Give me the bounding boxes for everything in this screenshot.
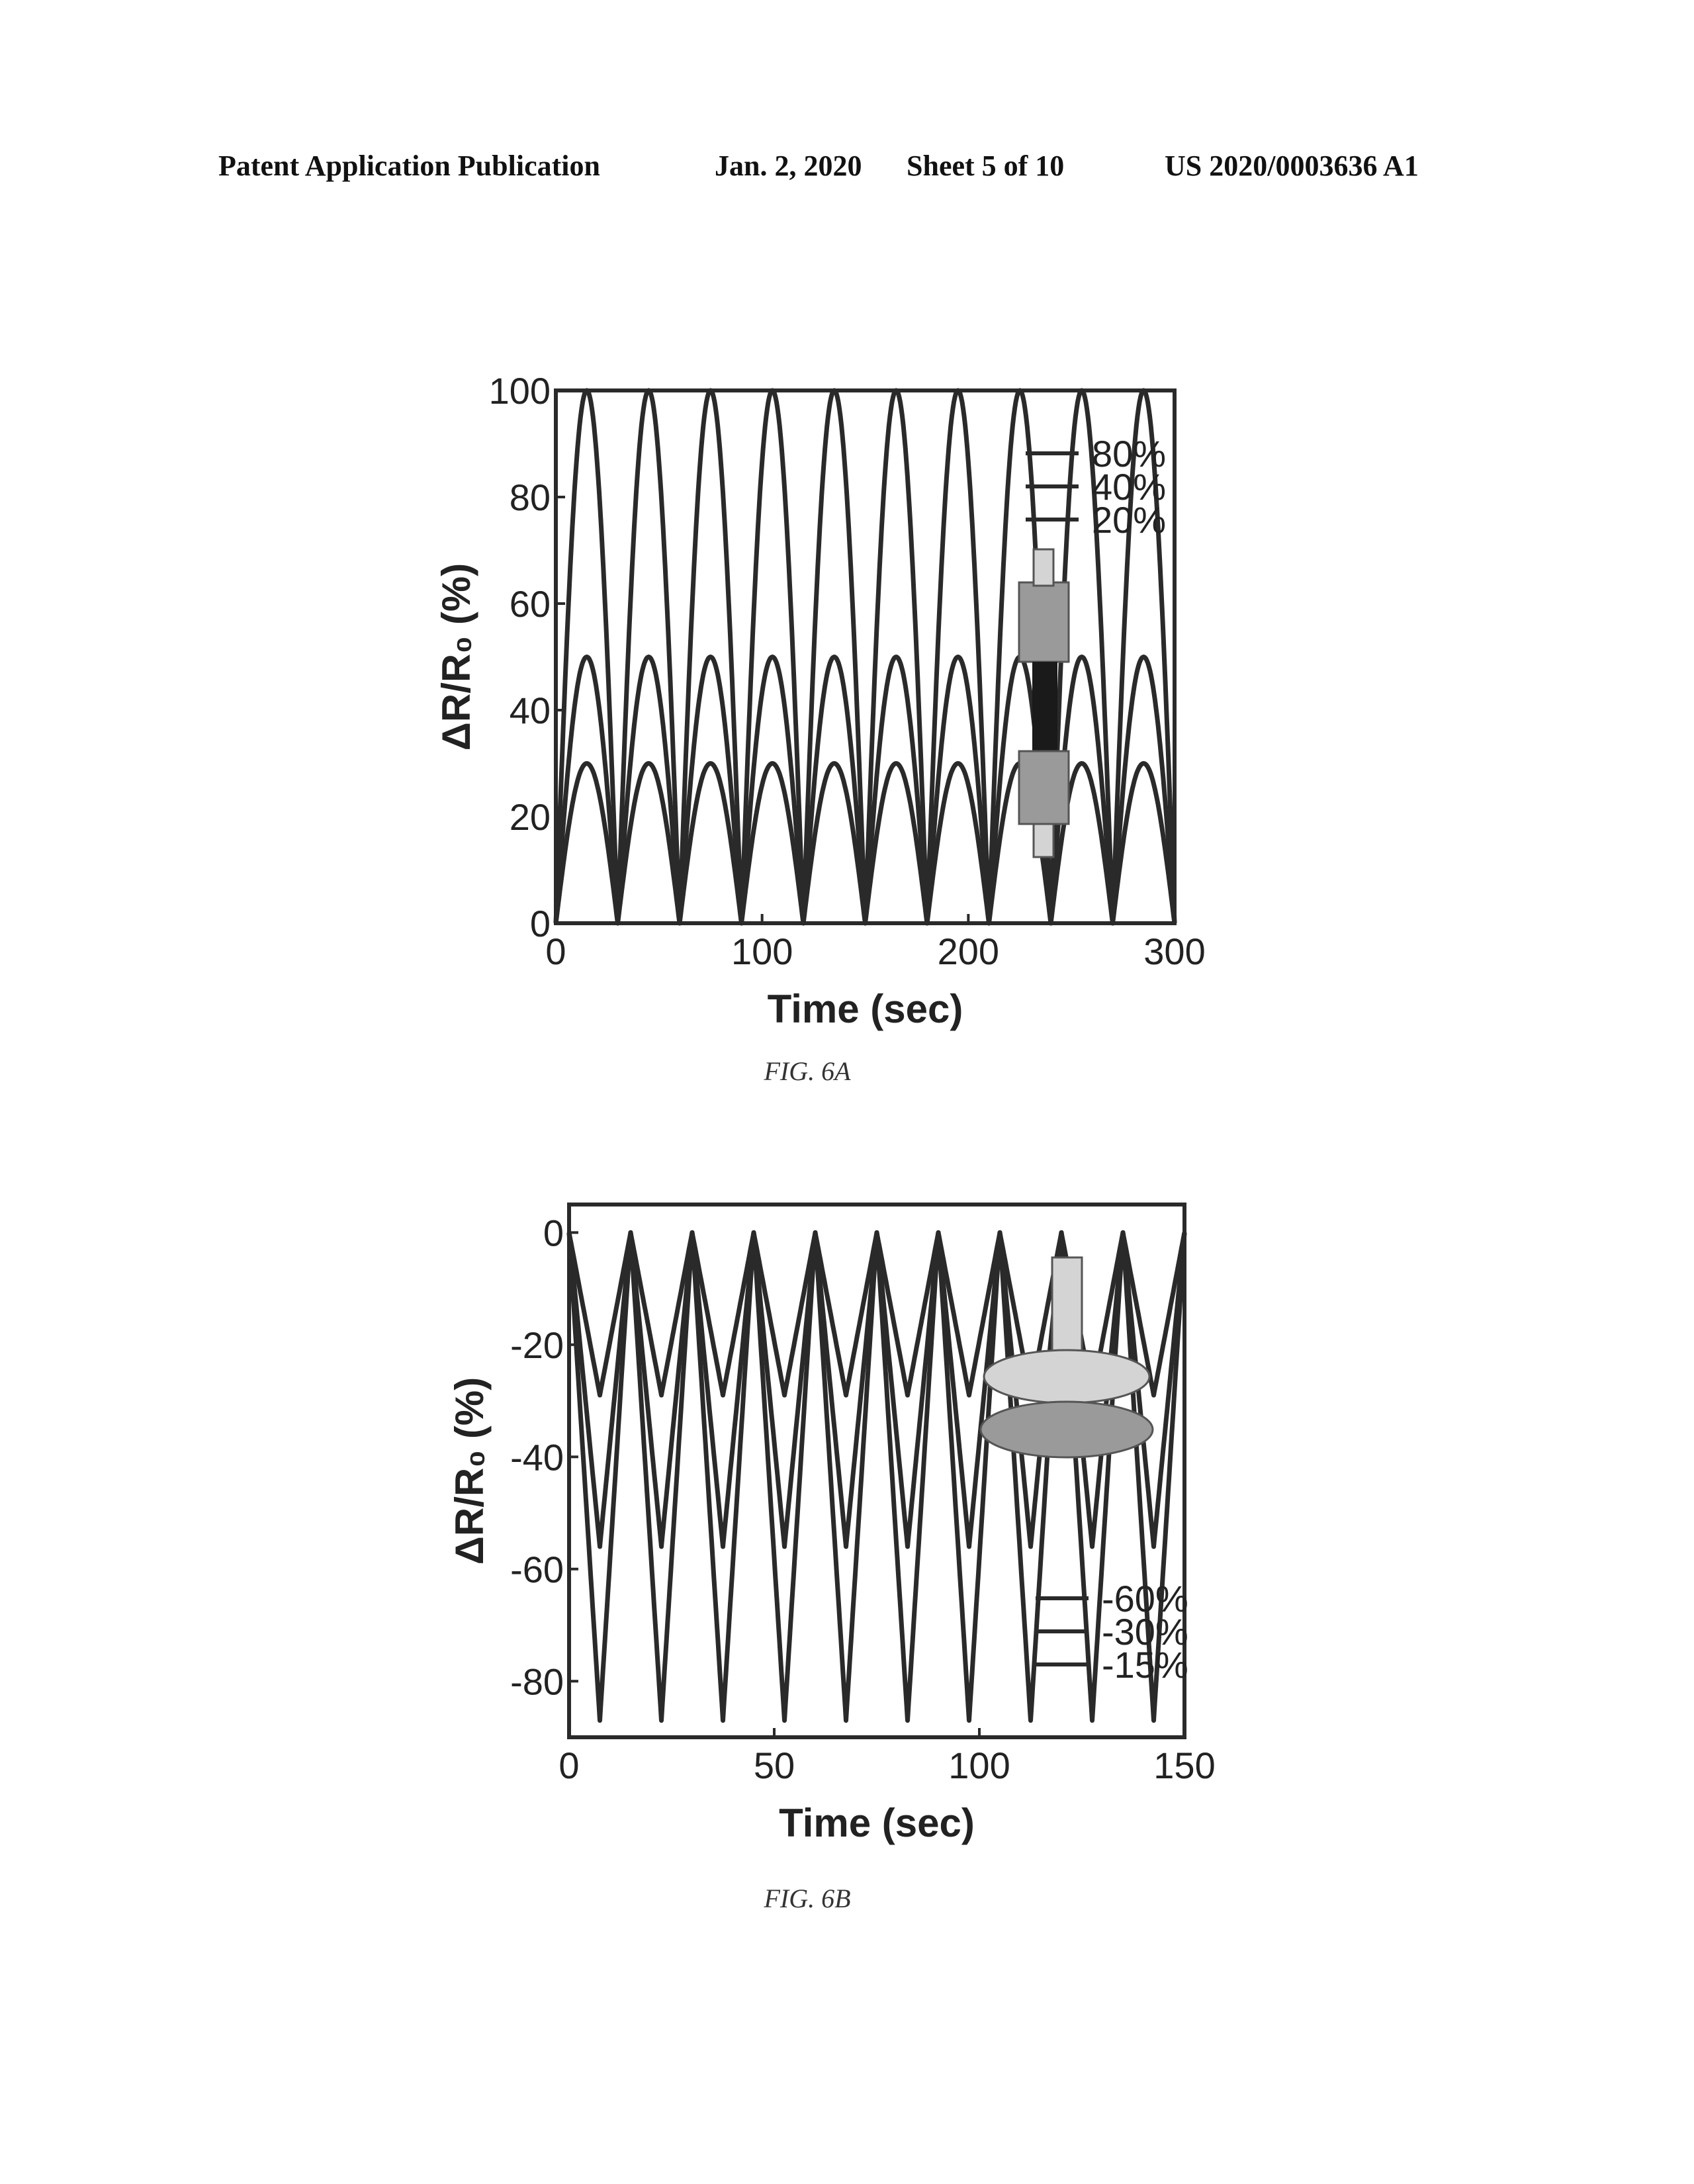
specimen-illustration: [1032, 662, 1057, 751]
x-tick-label: 300: [1143, 931, 1205, 972]
figure-caption-6a: FIG. 6A: [764, 1056, 851, 1086]
legend-label-1: -30%: [1102, 1611, 1188, 1653]
upper-rod-illustration: [1032, 548, 1055, 587]
x-tick-label: 100: [731, 931, 793, 972]
y-tick-label: 40: [510, 690, 551, 731]
y-tick-label: 80: [510, 477, 551, 518]
series-line-0: [566, 1230, 1187, 1723]
y-tick-label: 100: [489, 370, 551, 412]
x-tick-label: 150: [1153, 1745, 1215, 1786]
x-axis-label: Time (sec): [768, 987, 963, 1031]
publication-date: Jan. 2, 2020: [715, 150, 862, 182]
lower-grip-illustration: [1018, 750, 1070, 825]
x-tick-label: 200: [938, 931, 999, 972]
x-tick-label: 0: [545, 931, 566, 972]
y-tick-label: 0: [530, 903, 551, 944]
y-tick-label: -80: [510, 1661, 564, 1702]
legend-label-2: 20%: [1092, 499, 1166, 541]
legend-label-0: 80%: [1092, 433, 1166, 475]
y-tick-label: -60: [510, 1549, 564, 1590]
legend-label-1: 40%: [1092, 466, 1166, 508]
x-tick-label: 0: [558, 1745, 579, 1786]
y-axis-label: ΔR/R₀ (%): [447, 1377, 492, 1565]
y-tick-label: 0: [543, 1212, 564, 1253]
publication-label: Patent Application Publication: [218, 150, 600, 182]
y-tick-label: 20: [510, 796, 551, 838]
sheet-number: Sheet 5 of 10: [907, 150, 1065, 182]
upper-grip-illustration: [1018, 581, 1070, 663]
x-axis-label: Time (sec): [779, 1801, 975, 1845]
patent-header: Patent Application Publication Jan. 2, 2…: [218, 149, 1476, 189]
legend-label-0: -60%: [1102, 1578, 1188, 1619]
lower-platen-illustration: [979, 1400, 1154, 1459]
series-line-2: [553, 761, 1177, 926]
press-rod-illustration: [1051, 1256, 1083, 1358]
lower-rod-illustration: [1032, 823, 1055, 858]
plot-frame: [567, 1203, 1186, 1739]
legend-label-2: -15%: [1102, 1644, 1188, 1686]
y-tick-label: -40: [510, 1436, 564, 1478]
y-tick-label: 60: [510, 583, 551, 625]
x-tick-label: 100: [948, 1745, 1010, 1786]
figure-caption-6b: FIG. 6B: [764, 1884, 851, 1913]
y-axis-label: ΔR/R₀ (%): [434, 563, 478, 751]
x-tick-label: 50: [754, 1745, 795, 1786]
y-tick-label: -20: [510, 1324, 564, 1366]
patent-number: US 2020/0003636 A1: [1165, 150, 1419, 182]
upper-platen-illustration: [983, 1349, 1151, 1404]
